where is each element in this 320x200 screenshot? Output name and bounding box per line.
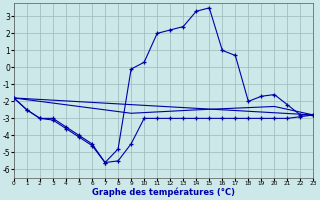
X-axis label: Graphe des températures (°C): Graphe des températures (°C) bbox=[92, 188, 235, 197]
